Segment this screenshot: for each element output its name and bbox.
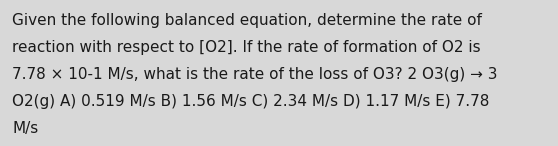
Text: M/s: M/s bbox=[12, 121, 39, 136]
Text: O2(g) A) 0.519 M/s B) 1.56 M/s C) 2.34 M/s D) 1.17 M/s E) 7.78: O2(g) A) 0.519 M/s B) 1.56 M/s C) 2.34 M… bbox=[12, 94, 490, 109]
Text: reaction with respect to [O2]. If the rate of formation of O2 is: reaction with respect to [O2]. If the ra… bbox=[12, 40, 481, 55]
Text: Given the following balanced equation, determine the rate of: Given the following balanced equation, d… bbox=[12, 13, 482, 28]
Text: 7.78 × 10-1 M/s, what is the rate of the loss of O3? 2 O3(g) → 3: 7.78 × 10-1 M/s, what is the rate of the… bbox=[12, 67, 498, 82]
